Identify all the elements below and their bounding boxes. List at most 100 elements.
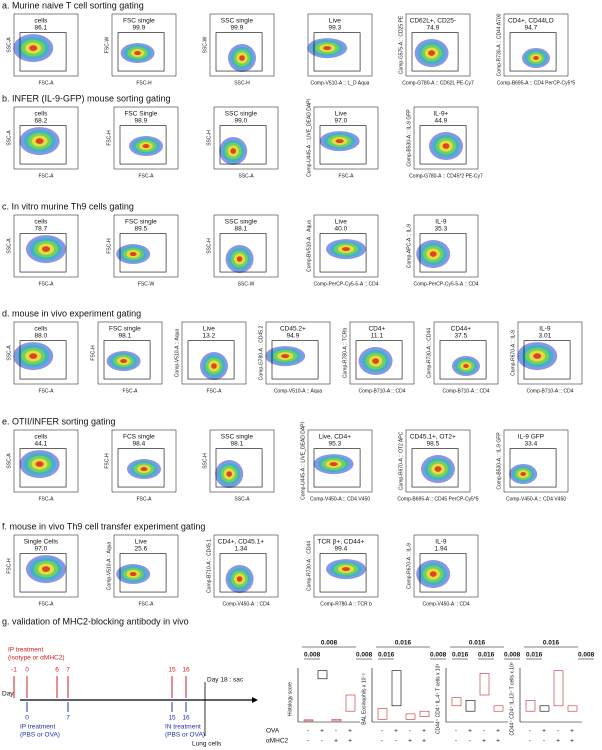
density (428, 50, 435, 56)
sign: - (335, 728, 337, 735)
gate-name: TCR β+, CD44+ (318, 539, 365, 546)
y-axis-label: Comp-B710-A :: CD45.1 (206, 539, 212, 593)
gate (419, 125, 467, 165)
gate-name: Live (203, 326, 215, 333)
box (539, 705, 550, 712)
end-label: Day 18 : sac (207, 677, 244, 684)
y-axis-label: SSC-A (6, 345, 12, 361)
y-axis-label: Comp-R730-A :: CD44 A700 (496, 13, 502, 76)
bottom-day: 16 (182, 715, 190, 722)
gate (411, 32, 459, 72)
density (236, 576, 243, 582)
x-axis-label: FSC-A (137, 496, 153, 502)
x-axis-label: FSC-A (139, 173, 155, 179)
sign: + (570, 738, 574, 745)
density (520, 472, 526, 477)
gate-value: 74.9 (427, 25, 440, 32)
gate (509, 32, 557, 72)
box (465, 700, 476, 712)
density (129, 572, 137, 577)
density (42, 566, 50, 572)
density (329, 462, 338, 467)
sign: + (348, 738, 352, 745)
gate-value: 98.4 (133, 441, 146, 448)
arrow-head (252, 697, 258, 703)
sign: + (334, 738, 338, 745)
density (342, 567, 350, 572)
gate (219, 125, 267, 165)
gate-name: CD4+ (368, 326, 385, 333)
sign: - (321, 738, 323, 745)
gate-value: 98.9 (135, 118, 148, 125)
y-axis-label: FSC-H (106, 130, 112, 146)
gate-name: Single Cells (24, 539, 59, 546)
y-axis-label: SSC-A (6, 453, 12, 469)
density (236, 256, 243, 262)
gate-name: Live, CD4+ (319, 434, 352, 441)
x-axis-label: Comp-PerCP-Cy5-5-A :: CD4 (313, 281, 378, 287)
sign: - (307, 728, 309, 735)
y-axis-label: Comp-APC-A :: IL-9 (406, 224, 412, 268)
p-value: 0.016 (526, 652, 543, 659)
gate (119, 233, 167, 273)
gate-value: 35.3 (435, 226, 448, 233)
box (451, 697, 462, 707)
p-value: 0.008 (321, 640, 338, 647)
x-axis-label: FSC-A (339, 173, 355, 179)
top-treatment: IP treatment (8, 647, 43, 654)
gate-value: 13.2 (203, 333, 216, 340)
gate-name: cells (34, 18, 48, 25)
gate (215, 448, 263, 488)
gate (117, 448, 165, 488)
x-axis-label: Comp-G780-A :: CD45*2 PE-Cy7 (409, 173, 483, 179)
y-axis-label: Comp-U445-A :: LIVE_DEAD DAPI (306, 99, 312, 177)
x-axis-label: Comp-G780-A :: CD62L PE-Cy7 (402, 80, 474, 86)
top-day: -1 (11, 667, 17, 674)
gate-value: 89.5 (135, 226, 148, 233)
gate-name: cells (34, 219, 48, 226)
panel-title: f. mouse in vivo Th9 cell transfer exper… (2, 521, 205, 531)
density (35, 138, 44, 144)
sign: - (455, 728, 457, 735)
sign: - (543, 738, 545, 745)
y-axis-label: SSC-H (206, 238, 212, 254)
sign: + (468, 728, 472, 735)
y-axis-label: FSC-H (90, 345, 96, 361)
y-axis-label: Comp-B530-A :: IL-9 GFP (496, 432, 502, 490)
x-axis-label: Comp-V510-A :: Aqua (274, 388, 323, 394)
box (345, 694, 356, 712)
top-treatment: (isotype or αMHC2) (8, 655, 65, 662)
y-axis-label: CD44⁺ CD4⁺ IL-13⁺ T cells x 10³ (509, 662, 515, 735)
gate-value: 3.01 (539, 333, 552, 340)
density (29, 45, 38, 51)
sign: + (422, 738, 426, 745)
p-value: 0.016 (452, 652, 469, 659)
gate-value: 99.9 (133, 25, 146, 32)
sign: - (529, 728, 531, 735)
x-axis-label: FSC-A (123, 388, 139, 394)
gate (313, 32, 361, 72)
density (342, 247, 350, 252)
sign: - (529, 738, 531, 745)
sign: - (381, 738, 383, 745)
sign: + (496, 728, 500, 735)
y-axis-label: Comp-R670-A :: OT2 APC (398, 431, 404, 490)
gate-name: FSC Single (124, 111, 157, 118)
gate-value: 11.1 (371, 333, 384, 340)
gate-name: FSC single (109, 326, 141, 333)
box (317, 670, 328, 680)
top-day: 16 (182, 667, 190, 674)
x-axis-label: Comp-V450-A :: CD4 (223, 601, 270, 607)
x-axis-label: FSC-A (139, 601, 155, 607)
density (323, 46, 332, 51)
gate (117, 32, 165, 72)
x-axis-label: FSC-A (39, 80, 55, 86)
gate (219, 553, 267, 593)
row-label: αMHC2 (266, 738, 289, 745)
gate-name: FSC single (125, 219, 157, 226)
gate (19, 340, 67, 380)
density (211, 363, 217, 369)
